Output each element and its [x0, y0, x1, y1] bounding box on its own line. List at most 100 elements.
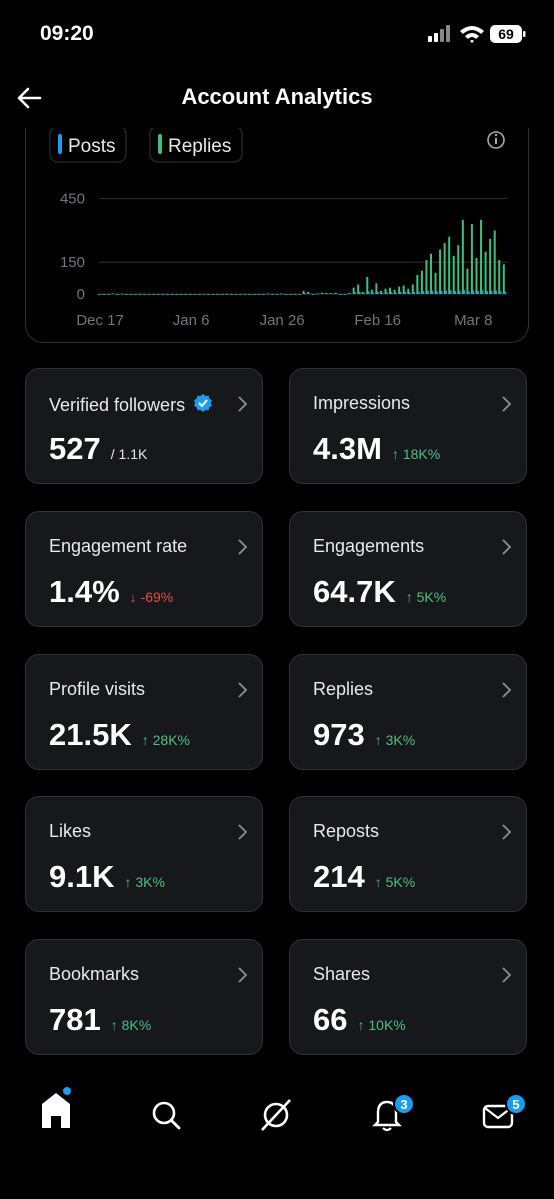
bar: [186, 294, 188, 295]
bar: [463, 290, 466, 294]
bar: [420, 270, 423, 294]
metric-card[interactable]: Profile visits 21.5K ↑ 28K%: [25, 653, 263, 770]
metric-label: Shares: [313, 964, 370, 985]
bar: [398, 286, 401, 294]
bar: [222, 294, 225, 295]
chevron: [238, 539, 248, 555]
bar: [472, 290, 475, 294]
bar: [216, 294, 219, 295]
bar: [138, 294, 141, 295]
bar: [477, 291, 479, 294]
metric-value: 4.3M ↑ 18K%: [313, 431, 440, 467]
search-tab[interactable]: [152, 1101, 181, 1130]
bar: [106, 294, 109, 295]
metric-change-value: 18K%: [402, 446, 441, 462]
home-tab[interactable]: [42, 1087, 71, 1128]
bar: [272, 294, 275, 295]
bar: [500, 291, 502, 294]
trend-arrow: ↑: [141, 731, 149, 748]
bar: [459, 290, 461, 294]
bar: [404, 291, 407, 294]
grok-tab[interactable]: [261, 1099, 291, 1131]
bar: [340, 294, 343, 295]
bar: [457, 245, 460, 294]
metric-value-text: 214: [313, 859, 365, 895]
bar: [104, 294, 106, 295]
notifications-tab[interactable]: 3: [372, 1093, 415, 1132]
header-title: Account Analytics: [181, 84, 373, 109]
bar: [193, 294, 196, 295]
bar: [370, 289, 373, 294]
metric-card[interactable]: Bookmarks 781 ↑ 8K%: [25, 939, 263, 1055]
bar: [208, 294, 211, 295]
status-icons: 69: [428, 25, 526, 43]
metric-label-text: Shares: [313, 964, 371, 984]
metric-change: ↑ 3K%: [124, 874, 164, 890]
metric-value-text: 781: [49, 1002, 101, 1037]
bar: [349, 293, 352, 295]
metric-change: ↑ 5K%: [406, 589, 446, 605]
bar: [489, 238, 492, 294]
metric-value: 66 ↑ 10K%: [313, 1002, 406, 1038]
bar: [440, 290, 443, 294]
info-icon[interactable]: [487, 131, 505, 149]
metric-card[interactable]: Shares 66 ↑ 10K%: [289, 939, 527, 1055]
header: [0, 60, 554, 128]
bar: [181, 294, 184, 295]
bar: [325, 292, 328, 294]
bar: [484, 251, 487, 294]
bar: [249, 294, 252, 295]
bar: [156, 294, 159, 295]
metric-card[interactable]: Engagement rate 1.4% ↓ -69%: [25, 510, 263, 627]
bar: [379, 290, 382, 294]
bar: [236, 294, 238, 295]
bar: [279, 293, 282, 295]
bar: [158, 294, 161, 295]
bar: [143, 294, 146, 295]
metric-value: 214 ↑ 5K%: [313, 859, 415, 895]
bar: [366, 277, 369, 294]
bar: [409, 292, 411, 294]
back-button[interactable]: [14, 84, 44, 112]
metric-card[interactable]: Likes 9.1K ↑ 3K%: [25, 796, 263, 913]
bar: [384, 288, 387, 294]
y-tick-label: 0: [77, 286, 85, 303]
bar: [434, 272, 437, 294]
bar: [313, 294, 316, 295]
bar: [286, 294, 288, 295]
legend-swatch: [158, 134, 162, 154]
metric-card[interactable]: Engagements 64.7K ↑ 5K%: [289, 510, 527, 627]
metric-change-value: 8K%: [121, 1017, 152, 1033]
bar: [377, 291, 379, 294]
metric-card[interactable]: Impressions 4.3M ↑ 18K%: [289, 368, 527, 484]
bar: [163, 294, 165, 295]
metric-card[interactable]: Reposts 214 ↑ 5K%: [289, 796, 527, 913]
bar: [152, 294, 155, 295]
bar: [466, 268, 469, 294]
bar: [445, 290, 448, 294]
metric-label: Reposts: [313, 821, 379, 842]
metric-label-text: Replies: [313, 678, 374, 699]
bar: [258, 294, 261, 295]
metric-card[interactable]: Verified followers 527 / 1.1K: [25, 368, 263, 484]
bar: [190, 294, 193, 295]
bar: [343, 294, 346, 295]
chevron: [238, 967, 248, 983]
metric-card[interactable]: Replies 973 ↑ 3K%: [289, 653, 527, 770]
bar: [452, 255, 455, 294]
bar: [240, 294, 243, 295]
bar: [199, 294, 202, 295]
y-tick-label: 150: [60, 254, 85, 271]
metric-total: / 1.1K: [110, 446, 148, 462]
metric-label-text: Likes: [49, 821, 92, 842]
messages-tab[interactable]: 5: [482, 1093, 527, 1129]
bar: [293, 294, 296, 295]
chart-card: Posts Replies 0 150 450 Dec 17 Jan 6 Jan 26 Fe…: [25, 110, 529, 343]
bar: [117, 294, 120, 295]
metric-change: ↓ -69%: [130, 589, 174, 605]
bar: [490, 290, 493, 294]
bar: [389, 287, 392, 294]
metric-value-text: 21.5K: [49, 716, 132, 752]
x-tick-label: Jan 6: [173, 312, 210, 329]
